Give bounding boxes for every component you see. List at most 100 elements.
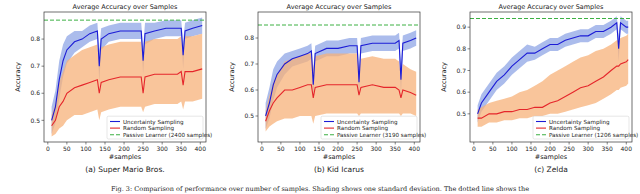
legend: Uncertainty SamplingRandom SamplingPassi… xyxy=(533,116,638,139)
x-tick-label: 250 xyxy=(351,145,363,152)
x-tick-label: 300 xyxy=(370,145,382,152)
x-tick-label: 0 xyxy=(260,145,264,152)
std-band xyxy=(266,54,417,132)
y-tick xyxy=(468,27,471,28)
x-tick-label: 400 xyxy=(621,145,633,152)
std-band xyxy=(52,34,203,137)
legend-label: Passive Learner (2400 samples) xyxy=(123,132,212,139)
std-band xyxy=(478,34,629,127)
x-tick-label: 50 xyxy=(277,145,285,152)
reference-line xyxy=(44,20,206,21)
x-tick-label: 0 xyxy=(472,145,476,152)
legend-swatch xyxy=(536,128,546,129)
y-tick-label: 0.8 xyxy=(456,45,466,52)
subtitle: (a) Super Mario Bros. xyxy=(85,165,164,174)
y-axis-label: Accuracy xyxy=(440,62,448,92)
x-axis-label: #samples xyxy=(323,153,356,161)
x-tick-label: 200 xyxy=(332,145,344,152)
legend-swatch xyxy=(536,134,546,135)
x-tick-label: 0 xyxy=(46,145,50,152)
y-tick-label: 0.7 xyxy=(456,67,466,74)
plot-area xyxy=(258,25,420,132)
x-tick-label: 150 xyxy=(525,145,537,152)
frame xyxy=(258,12,420,142)
y-tick xyxy=(468,92,471,93)
plot-area xyxy=(44,17,206,136)
x-tick-label: 150 xyxy=(313,145,325,152)
x-tick-label: 250 xyxy=(137,145,149,152)
y-tick xyxy=(256,90,259,91)
caption: Fig. 3: Comparison of performance over n… xyxy=(111,185,529,193)
legend: Uncertainty SamplingRandom SamplingPassi… xyxy=(107,116,212,139)
y-tick xyxy=(42,120,45,121)
legend-swatch xyxy=(324,121,334,122)
y-tick xyxy=(42,66,45,67)
reference-line xyxy=(470,18,632,19)
x-tick-label: 150 xyxy=(99,145,111,152)
legend-swatch xyxy=(110,134,120,135)
legend-swatch xyxy=(110,121,120,122)
x-tick-label: 250 xyxy=(563,145,575,152)
frame xyxy=(44,12,206,142)
series-line xyxy=(478,23,629,114)
chart-title: Average Accuracy over Samples xyxy=(73,3,178,11)
y-tick-label: 0.8 xyxy=(244,34,254,41)
x-tick-label: 300 xyxy=(582,145,594,152)
plot-area xyxy=(470,16,632,127)
x-tick-label: 50 xyxy=(489,145,497,152)
x-tick-label: 100 xyxy=(506,145,518,152)
y-tick xyxy=(468,70,471,71)
y-tick-label: 0.9 xyxy=(456,23,466,30)
x-tick-label: 200 xyxy=(544,145,556,152)
panel: 0 50 100 150 200 250 300 350 400 0.5 0.6 0.7 0.8 Aver… xyxy=(228,3,426,174)
x-tick-label: 350 xyxy=(601,145,613,152)
subtitle: (c) Zelda xyxy=(534,165,568,174)
figure: 0 50 100 150 200 250 300 350 400 0.5 0.6 0.7 0.8 Aver… xyxy=(0,0,640,194)
x-tick-label: 200 xyxy=(118,145,130,152)
chart-title: Average Accuracy over Samples xyxy=(499,3,604,11)
x-axis-label: #samples xyxy=(109,153,142,161)
legend-swatch xyxy=(324,128,334,129)
series-line xyxy=(266,38,417,116)
panel: 0 50 100 150 200 250 300 350 400 0.5 0.6 0.7 0.8 0.9 A… xyxy=(440,3,638,174)
x-tick-label: 350 xyxy=(389,145,401,152)
y-tick-label: 0.6 xyxy=(456,88,466,95)
y-tick-label: 0.5 xyxy=(244,112,254,119)
y-tick-label: 0.8 xyxy=(30,35,40,42)
y-axis-label: Accuracy xyxy=(228,62,236,92)
legend-label: Passive Learner (1206 samples) xyxy=(549,132,638,139)
reference-line xyxy=(258,25,420,26)
series-line xyxy=(478,60,629,119)
frame xyxy=(470,12,632,142)
legend: Uncertainty SamplingRandom SamplingPassi… xyxy=(321,116,426,139)
y-tick xyxy=(468,48,471,49)
x-tick-label: 350 xyxy=(175,145,187,152)
y-tick-label: 0.6 xyxy=(244,86,254,93)
x-axis-label: #samples xyxy=(535,153,568,161)
legend-swatch xyxy=(324,134,334,135)
x-tick-label: 100 xyxy=(294,145,306,152)
x-tick-label: 50 xyxy=(63,145,71,152)
legend-label: Passive Learner (3190 samples) xyxy=(337,132,426,139)
x-tick-label: 400 xyxy=(195,145,207,152)
subtitle: (b) Kid Icarus xyxy=(314,165,364,174)
series-line xyxy=(266,85,417,121)
y-axis-label: Accuracy xyxy=(14,62,22,92)
y-tick xyxy=(42,39,45,40)
legend-swatch xyxy=(536,121,546,122)
y-tick xyxy=(256,64,259,65)
y-tick xyxy=(468,113,471,114)
chart-title: Average Accuracy over Samples xyxy=(287,3,392,11)
x-tick-label: 300 xyxy=(156,145,168,152)
x-tick-label: 100 xyxy=(80,145,92,152)
panel: 0501001502002503003504000.50.60.70.8Aver… xyxy=(14,3,212,174)
y-tick-label: 0.7 xyxy=(244,60,254,67)
y-tick-label: 0.5 xyxy=(456,110,466,117)
x-tick-label: 400 xyxy=(409,145,421,152)
y-tick xyxy=(256,116,259,117)
legend-swatch xyxy=(110,128,120,129)
y-tick-label: 0.7 xyxy=(30,62,40,69)
y-tick-label: 0.5 xyxy=(30,117,40,124)
y-tick xyxy=(256,38,259,39)
y-tick xyxy=(42,93,45,94)
